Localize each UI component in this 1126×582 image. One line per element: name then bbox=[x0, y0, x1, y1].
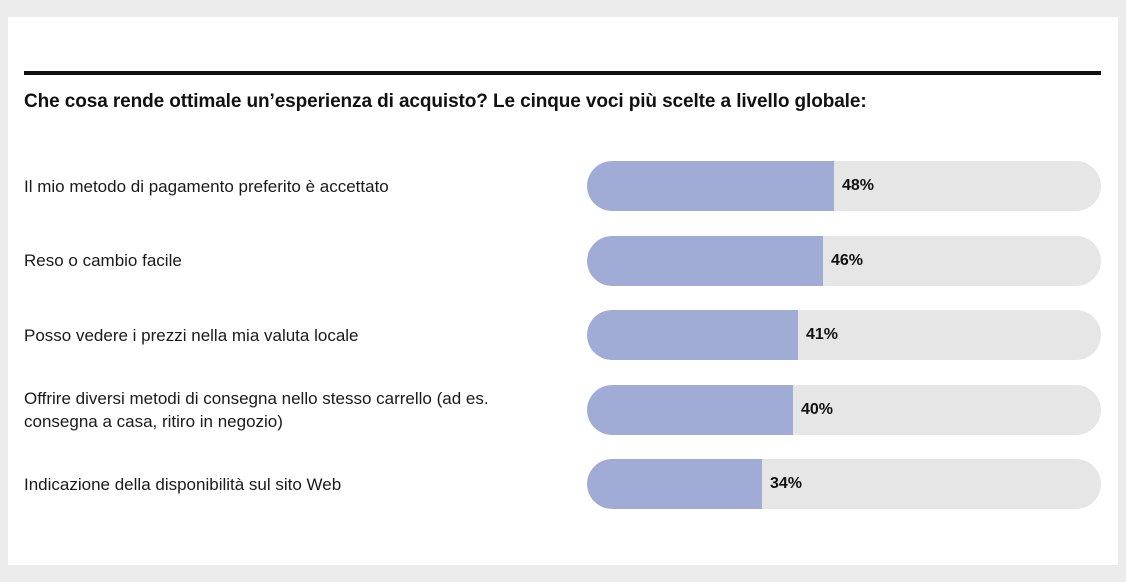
title-rule bbox=[24, 71, 1101, 75]
bar-fill bbox=[587, 459, 762, 509]
category-label: Indicazione della disponibilità sul sito… bbox=[24, 474, 342, 494]
category-label: Offrire diversi metodi di consegna nello… bbox=[24, 388, 489, 431]
category-label: Reso o cambio facile bbox=[24, 251, 182, 270]
bar-track: 40% bbox=[587, 384, 1101, 435]
bar-fill bbox=[587, 310, 798, 360]
category-label: Posso vedere i prezzi nella mia valuta l… bbox=[24, 325, 359, 345]
bar-track: 41% bbox=[587, 310, 1101, 360]
value-label: 46% bbox=[831, 251, 864, 269]
bar-row: Reso o cambio facile 46% bbox=[8, 235, 1118, 286]
value-label: 34% bbox=[770, 475, 803, 492]
bar-row: Indicazione della disponibilità sul sito… bbox=[8, 459, 1118, 509]
category-label: Il mio metodo di pagamento preferito è a… bbox=[24, 176, 389, 196]
value-label: 41% bbox=[806, 326, 839, 343]
bar-fill bbox=[587, 384, 793, 435]
bar-track: 48% bbox=[587, 161, 1101, 211]
bar-fill bbox=[587, 161, 834, 211]
bar-track: 46% bbox=[587, 235, 1101, 286]
bar-row: Posso vedere i prezzi nella mia valuta l… bbox=[8, 310, 1118, 360]
value-label: 40% bbox=[801, 400, 834, 418]
bar-row: Offrire diversi metodi di consegna nello… bbox=[8, 384, 1118, 435]
value-label: 48% bbox=[842, 177, 875, 194]
chart-card: Che cosa rende ottimale un’esperienza di… bbox=[8, 17, 1118, 565]
bar-track: 34% bbox=[587, 459, 1101, 509]
bar-row: Il mio metodo di pagamento preferito è a… bbox=[8, 161, 1118, 211]
bar-fill bbox=[587, 235, 823, 286]
chart-title: Che cosa rende ottimale un’esperienza di… bbox=[24, 91, 867, 112]
